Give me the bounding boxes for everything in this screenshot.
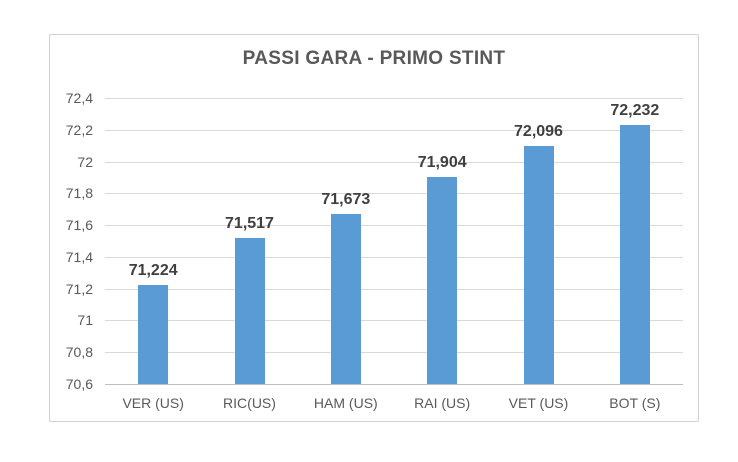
y-axis-tick-label: 72 <box>77 153 93 170</box>
x-axis-category-label: HAM (US) <box>313 395 378 411</box>
gridline <box>105 288 683 290</box>
gridline <box>105 161 683 163</box>
x-axis-category-label: VET (US) <box>508 395 569 411</box>
y-axis-tick-label: 71,8 <box>65 185 93 202</box>
y-axis-tick-label: 70,6 <box>65 376 93 392</box>
bar <box>523 146 554 384</box>
bar <box>619 124 650 384</box>
y-axis-tick-label: 70,8 <box>65 344 93 361</box>
bar <box>427 176 458 384</box>
chart-frame: PASSI GARA - PRIMO STINT 71,224 71,517 71,… <box>49 34 699 422</box>
x-axis-category-label: VER (US) <box>122 395 184 411</box>
gridline <box>105 98 683 99</box>
bar-value-label: 71,904 <box>417 153 467 171</box>
bar <box>330 213 361 384</box>
bar-value-label: 72,232 <box>610 101 660 119</box>
x-axis-category-label: BOT (S) <box>609 395 661 411</box>
bar-value-label: 71,517 <box>225 215 274 233</box>
bar-value-label: 72,096 <box>514 123 563 141</box>
gridline <box>105 225 683 227</box>
bar <box>138 284 169 384</box>
gridline <box>105 129 683 131</box>
y-axis-tick-label: 72,4 <box>65 90 93 106</box>
gridline <box>105 193 683 195</box>
gridline <box>105 256 683 258</box>
y-axis-tick-label: 71,4 <box>65 248 93 265</box>
y-axis-tick-label: 72,2 <box>65 121 93 138</box>
bar <box>234 238 265 384</box>
y-axis-tick-label: 71,6 <box>65 217 93 234</box>
gridline <box>105 352 683 354</box>
x-axis-category-label: RIC(US) <box>223 395 276 411</box>
plot-area: 71,224 71,517 71,673 71,904 72,096 72,232 <box>105 98 683 385</box>
y-axis-tick-label: 71 <box>77 312 93 329</box>
gridline <box>105 320 683 322</box>
bar-value-label: 71,224 <box>128 261 178 279</box>
bar-value-label: 71,673 <box>321 190 371 208</box>
x-axis-category-label: RAI (US) <box>414 395 471 411</box>
chart-title: PASSI GARA - PRIMO STINT <box>242 48 506 69</box>
x-axis-line <box>105 384 683 385</box>
y-axis-tick-label: 71,2 <box>65 280 93 297</box>
